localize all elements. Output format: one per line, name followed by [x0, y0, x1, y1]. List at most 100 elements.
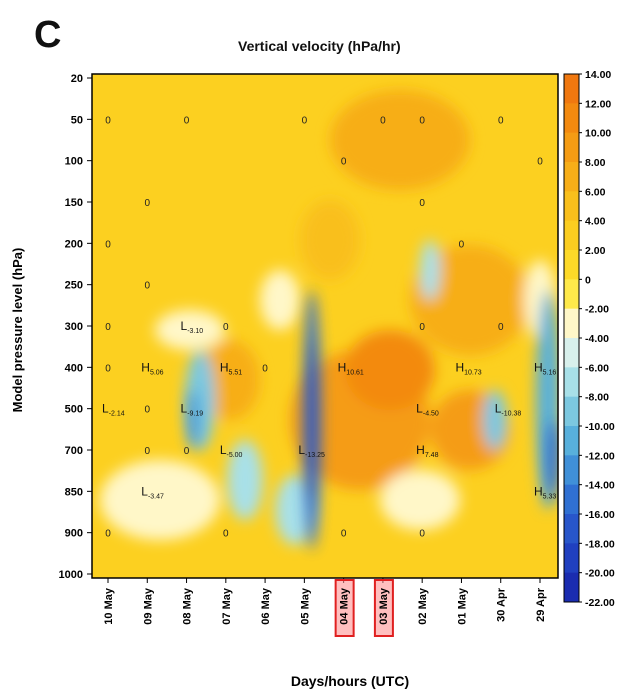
contour-label: 0 — [105, 239, 111, 250]
colorbar-swatch — [564, 162, 579, 192]
colorbar-tick-label: -22.00 — [585, 597, 615, 609]
pressure-center-value: 5.33 — [543, 493, 557, 500]
colorbar-tick-label: -2.00 — [585, 304, 609, 316]
colorbar-tick-label: -20.00 — [585, 568, 615, 580]
panel-letter: C — [34, 14, 62, 56]
colorbar-swatch — [564, 455, 579, 486]
colorbar-tick-label: -12.00 — [585, 450, 615, 462]
x-tick-label: 10 May — [103, 587, 115, 625]
heatmap-region-negative — [483, 390, 507, 450]
y-tick-label: 20 — [71, 73, 83, 85]
y-tick-label: 250 — [65, 280, 83, 292]
contour-label: 0 — [105, 322, 111, 333]
colorbar-tick-label: -6.00 — [585, 362, 609, 374]
contour-label: 0 — [537, 157, 543, 168]
heatmap-region-negative — [308, 340, 316, 500]
x-axis: 10 May 09 May 08 May 07 May 06 May 05 May 04 M… — [103, 578, 547, 637]
y-tick-label: 500 — [65, 404, 83, 416]
colorbar-swatch — [564, 484, 579, 515]
colorbar-swatch — [564, 396, 579, 427]
colorbar-tick-label: -16.00 — [585, 509, 615, 521]
heatmap-region-negative — [548, 420, 558, 500]
colorbar-tick-label: -10.00 — [585, 421, 615, 433]
colorbar-tick-label: -14.00 — [585, 480, 615, 492]
x-tick-label: 08 May — [182, 587, 194, 625]
contour-label: 0 — [380, 115, 386, 126]
pressure-center-value: -3.10 — [187, 328, 203, 335]
colorbar-tick-label: 8.00 — [585, 157, 606, 169]
colorbar-tick-label: -18.00 — [585, 538, 615, 550]
contour-label: 0 — [459, 239, 465, 250]
colorbar-swatch — [564, 250, 579, 280]
colorbar-tick-label: 14.00 — [585, 69, 611, 81]
contour-label: 0 — [498, 115, 504, 126]
y-axis: 20 50 100 150 200 250 300 400 500 700 850 900 1000 — [59, 73, 92, 581]
colorbar-swatch — [564, 220, 579, 251]
x-axis-label: Days/hours (UTC) — [291, 673, 409, 689]
heatmap-region-positive — [345, 330, 435, 410]
x-tick-label: 29 Apr — [535, 587, 547, 622]
colorbar-swatch — [564, 103, 579, 134]
colorbar-swatch — [564, 338, 579, 368]
colorbar-swatch — [564, 132, 579, 163]
x-tick-label: 06 May — [260, 587, 272, 625]
pressure-center-value: -5.00 — [227, 452, 243, 459]
heatmap-region-near-zero — [380, 470, 460, 530]
pressure-center-value: 10.61 — [346, 369, 364, 376]
colorbar-tick-label: 12.00 — [585, 98, 611, 110]
colorbar-swatch — [564, 426, 579, 456]
contour-label: 0 — [498, 322, 504, 333]
colorbar-swatch — [564, 543, 579, 574]
contour-label: 0 — [144, 198, 150, 209]
x-tick-highlight — [373, 579, 394, 637]
colorbar-tick-label: 10.00 — [585, 128, 611, 140]
y-tick-label: 50 — [71, 114, 83, 126]
contour-label: 0 — [262, 363, 268, 374]
contour-label: 0 — [144, 446, 150, 457]
pressure-center-value: -4.50 — [423, 411, 439, 418]
pressure-center-value: 5.06 — [150, 369, 164, 376]
x-tick-label: 30 Apr — [496, 587, 508, 622]
contour-label: 0 — [223, 529, 229, 540]
colorbar-swatch — [564, 367, 579, 398]
y-tick-label: 200 — [65, 238, 83, 250]
pressure-center-value: 5.16 — [543, 369, 557, 376]
colorbar: 14.00 12.00 10.00 8.00 6.00 4.00 2.00 0 -2.00 -4.… — [563, 69, 615, 609]
heatmap-region-near-zero — [260, 270, 300, 330]
x-tick-label: 03 May — [378, 587, 390, 625]
pressure-center-value: 7.48 — [425, 452, 439, 459]
contour-label: 0 — [341, 157, 347, 168]
pressure-center-value: -3.47 — [148, 493, 164, 500]
heatmap-region-near-zero — [100, 460, 220, 540]
pressure-center-value: -9.19 — [187, 411, 203, 418]
contour-label: 0 — [419, 529, 425, 540]
heatmap-region-near-zero — [155, 310, 225, 350]
contour-label: 0 — [419, 322, 425, 333]
colorbar-swatch — [564, 514, 579, 544]
contour-label: 0 — [184, 446, 190, 457]
colorbar-swatch — [564, 279, 579, 310]
y-tick-label: 400 — [65, 362, 83, 374]
contour-label: 0 — [105, 529, 111, 540]
contour-label: 0 — [302, 115, 308, 126]
contour-label: 0 — [144, 281, 150, 292]
y-tick-label: 300 — [65, 321, 83, 333]
y-tick-label: 1000 — [59, 569, 83, 581]
y-tick-label: 850 — [65, 486, 83, 498]
pressure-center-value: -10.38 — [501, 411, 521, 418]
colorbar-tick-label: -4.00 — [585, 333, 609, 345]
contour-label: 0 — [105, 115, 111, 126]
heatmap-region-positive — [300, 200, 360, 280]
x-tick-label: 09 May — [142, 587, 154, 625]
contour-label: 0 — [419, 115, 425, 126]
colorbar-tick-label: 6.00 — [585, 186, 606, 198]
contour-label: 0 — [341, 529, 347, 540]
y-axis-label: Model pressure level (hPa) — [10, 248, 25, 413]
pressure-center-value: 5.51 — [228, 369, 242, 376]
colorbar-swatch — [564, 74, 579, 104]
heatmap-region-positive — [330, 90, 470, 190]
contour-label: 0 — [223, 322, 229, 333]
y-tick-label: 900 — [65, 528, 83, 540]
x-tick-label: 07 May — [221, 587, 233, 625]
heatmap-region-negative — [188, 390, 198, 450]
